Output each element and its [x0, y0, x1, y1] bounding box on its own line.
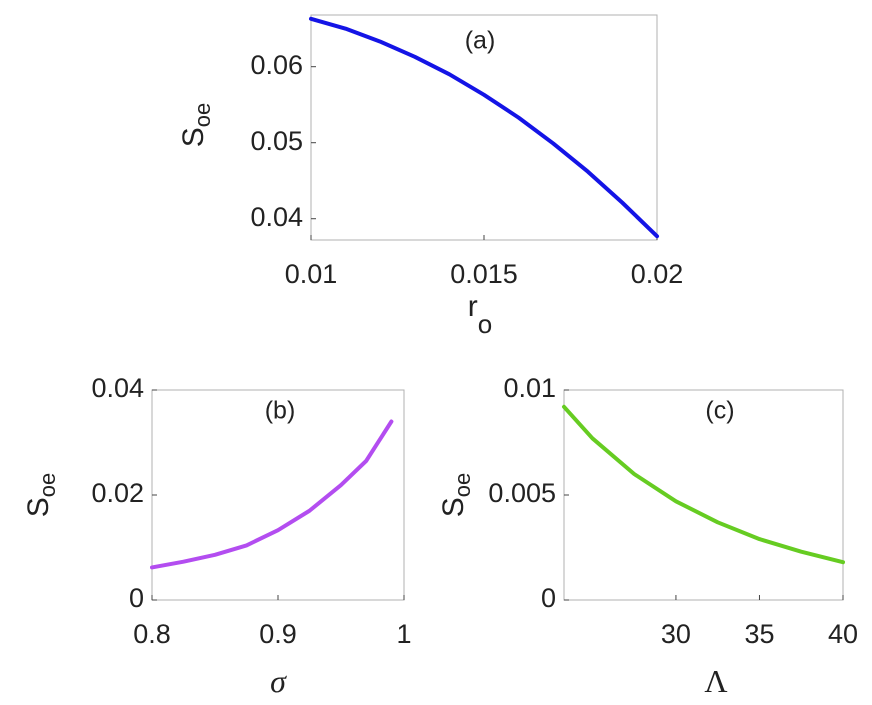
- y-tick-label: 0.04: [250, 202, 303, 232]
- y-axis-label: Soe: [22, 473, 60, 518]
- x-tick-label: 0.015: [450, 259, 518, 289]
- y-axis-label: Soe: [437, 473, 475, 518]
- x-axis-label: ro: [468, 290, 492, 339]
- x-tick-label: 0.9: [259, 619, 297, 649]
- data-line: [562, 404, 845, 565]
- x-tick-label: 35: [744, 619, 774, 649]
- axes-box: [563, 389, 844, 601]
- x-axis-label: σ: [270, 663, 287, 699]
- x-tick-label: 0.01: [285, 259, 338, 289]
- annotation: (c): [705, 397, 734, 425]
- x-label-main: r: [468, 290, 478, 323]
- y-tick-label: 0: [541, 583, 556, 613]
- x-tick-label: 1: [396, 619, 411, 649]
- y-tick-label: 0.05: [250, 126, 303, 156]
- data-line: [150, 419, 394, 570]
- x-tick-label: 0.02: [631, 259, 684, 289]
- x-tick-label: 30: [661, 619, 691, 649]
- axes-box: [151, 389, 405, 601]
- x-label-main: Λ: [704, 663, 727, 699]
- y-tick-label: 0.005: [488, 478, 556, 508]
- y-label-sub: oe: [450, 473, 475, 497]
- x-label-main: σ: [270, 663, 287, 699]
- y-tick-label: 0.02: [91, 478, 144, 508]
- data-line: [309, 16, 659, 239]
- y-label-sub: oe: [35, 473, 60, 497]
- axes-box: [310, 14, 658, 241]
- y-tick-label: 0.01: [503, 373, 556, 403]
- y-tick-label: 0: [129, 583, 144, 613]
- y-tick-label: 0.04: [91, 373, 144, 403]
- y-axis-label: Soe: [177, 103, 215, 148]
- x-label-sub: o: [478, 309, 492, 339]
- y-label-main: S: [437, 497, 470, 517]
- x-tick-label: 0.8: [133, 619, 171, 649]
- y-label-sub: oe: [190, 103, 215, 127]
- y-label-main: S: [22, 497, 55, 517]
- annotation: (a): [465, 27, 496, 55]
- y-tick-label: 0.06: [250, 50, 303, 80]
- annotation: (b): [265, 397, 296, 425]
- x-axis-label: Λ: [704, 663, 727, 699]
- y-label-main: S: [177, 127, 210, 147]
- x-tick-label: 40: [828, 619, 858, 649]
